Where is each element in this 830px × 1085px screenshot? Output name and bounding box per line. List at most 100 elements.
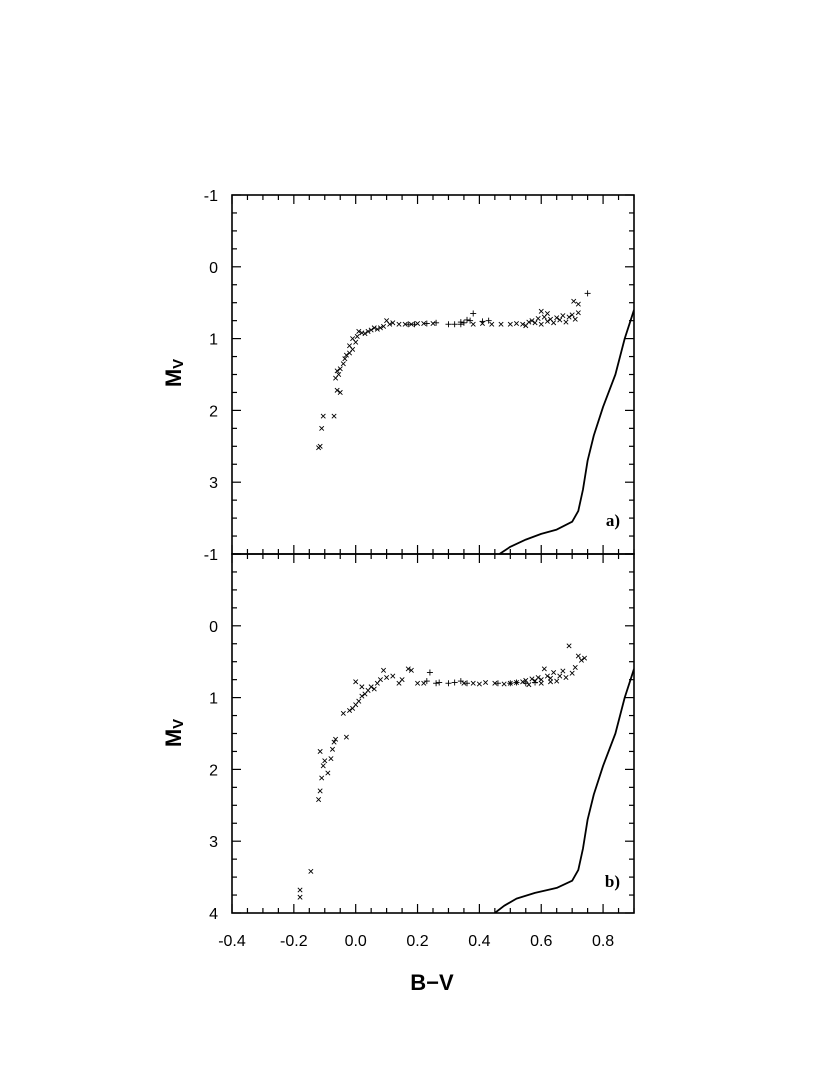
- y-tick-label: -1: [204, 188, 218, 205]
- data-point-cross: [557, 317, 563, 323]
- data-point-cross: [421, 321, 427, 327]
- data-point-cross: [377, 325, 383, 331]
- data-point-plus: [423, 678, 430, 685]
- data-point-cross: [319, 775, 325, 781]
- data-point-cross: [308, 868, 314, 874]
- data-point-cross: [346, 343, 353, 349]
- data-point-cross: [328, 756, 334, 762]
- y-tick-label: -1: [204, 547, 218, 564]
- x-tick-label: -0.4: [218, 933, 246, 950]
- data-point-cross: [489, 321, 495, 327]
- data-point-plus: [464, 316, 471, 323]
- x-axis-title: B−V: [410, 970, 454, 995]
- data-point-cross: [408, 667, 414, 673]
- data-point-cross: [334, 368, 340, 374]
- data-point-cross: [538, 680, 544, 686]
- data-point-cross: [529, 318, 535, 324]
- plot-frame: [231, 553, 635, 914]
- panel-label-a: a): [606, 511, 620, 530]
- data-point-cross: [560, 313, 566, 319]
- data-point-cross: [408, 321, 414, 327]
- data-point-plus: [451, 321, 458, 328]
- data-point-plus: [507, 680, 514, 687]
- data-point-cross: [544, 310, 550, 316]
- data-point-cross: [547, 679, 554, 685]
- data-point-cross: [551, 669, 557, 675]
- data-point-cross: [575, 653, 581, 659]
- data-point-cross: [317, 748, 323, 754]
- y-axis-title-b: MV: [161, 719, 187, 747]
- data-point-cross: [342, 356, 348, 362]
- data-point-cross: [572, 316, 578, 322]
- data-point-cross: [554, 315, 560, 321]
- y-axis-title-a-main: M: [161, 369, 186, 387]
- data-point-cross: [374, 326, 380, 332]
- data-point-cross: [353, 679, 359, 685]
- panel-a: -1 0 1 2 3: [204, 188, 635, 555]
- data-point-cross: [563, 674, 569, 681]
- data-point-plus: [584, 290, 591, 297]
- data-point-cross: [329, 746, 336, 752]
- data-point-cross: [476, 681, 482, 687]
- data-point-cross: [532, 320, 538, 326]
- data-point-plus: [494, 680, 501, 687]
- data-point-cross: [331, 413, 337, 419]
- data-point-cross: [492, 680, 498, 686]
- data-point-cross: [390, 673, 396, 679]
- data-point-cross: [343, 734, 349, 740]
- y-axis-title-b-main: M: [161, 729, 186, 747]
- data-point-cross: [333, 736, 339, 742]
- data-point-cross: [575, 301, 581, 307]
- data-point-cross: [317, 788, 323, 794]
- data-point-plus: [485, 317, 492, 324]
- data-point-cross: [384, 674, 390, 681]
- data-point-cross: [343, 352, 349, 358]
- data-point-cross: [547, 675, 554, 681]
- data-point-cross: [377, 677, 383, 683]
- x-tick-label: 0.6: [530, 933, 552, 950]
- data-point-cross: [322, 758, 328, 764]
- data-point-cross: [520, 321, 526, 327]
- panel-label-b: b): [605, 872, 620, 891]
- data-point-plus: [467, 317, 474, 324]
- data-point-cross: [365, 328, 371, 334]
- data-point-cross: [359, 684, 365, 690]
- data-point-cross: [337, 389, 343, 395]
- y-tick-label: 3: [209, 834, 218, 851]
- y-tick-label: 2: [209, 762, 218, 779]
- data-point-cross: [415, 680, 421, 686]
- data-point-plus: [522, 680, 529, 687]
- data-point-plus: [411, 321, 418, 328]
- y-tick-label: 1: [209, 332, 218, 349]
- data-point-cross: [501, 681, 507, 687]
- data-point-cross: [320, 413, 326, 419]
- data-point-plus: [426, 669, 433, 676]
- data-point-plus: [460, 319, 467, 326]
- data-point-cross: [336, 371, 342, 378]
- data-point-plus: [436, 679, 443, 686]
- data-point-cross: [396, 321, 402, 327]
- data-point-cross: [535, 315, 541, 322]
- x-tick-label: 0.0: [345, 933, 367, 950]
- data-point-cross: [387, 321, 393, 327]
- y-tick-label: 4: [209, 906, 218, 923]
- data-point-plus: [433, 319, 440, 326]
- data-point-plus: [445, 680, 452, 687]
- isochrone-curve: [499, 309, 634, 554]
- data-point-cross: [535, 674, 541, 681]
- data-point-cross: [569, 670, 575, 676]
- data-point-cross: [507, 321, 513, 327]
- data-point-cross: [470, 680, 476, 686]
- data-point-plus: [479, 318, 486, 325]
- data-point-cross: [544, 318, 550, 324]
- data-point-cross: [346, 708, 353, 714]
- data-point-cross: [297, 887, 303, 893]
- y-axis-title-b-sub: V: [170, 719, 187, 729]
- y-tick-label: 0: [209, 619, 218, 636]
- data-point-cross: [557, 673, 563, 679]
- data-point-cross: [362, 331, 368, 337]
- data-point-cross: [415, 321, 421, 327]
- data-point-cross: [529, 676, 535, 682]
- plot-frame: [231, 194, 635, 555]
- data-point-plus: [532, 679, 539, 686]
